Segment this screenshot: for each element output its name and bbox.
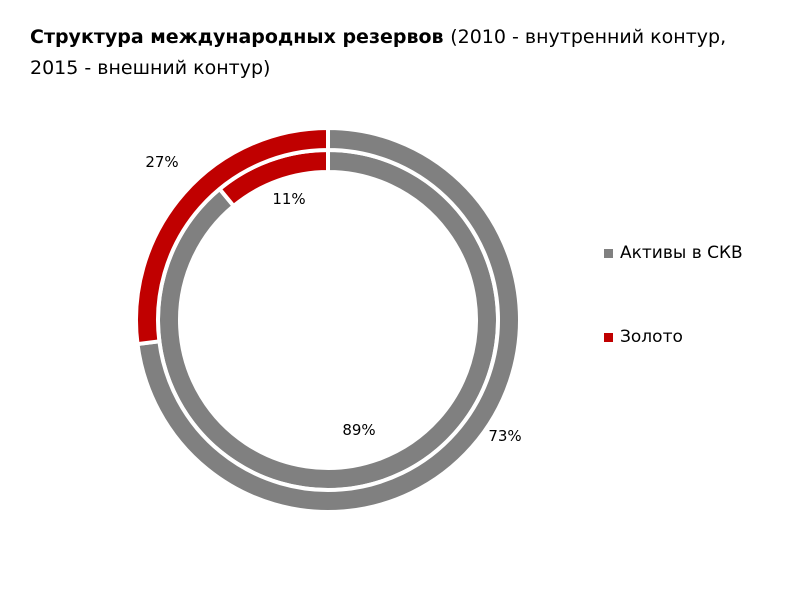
donut-labels: 89% 11% 73% 27% [145, 153, 521, 445]
donut-slice-outer-gold [134, 125, 330, 347]
data-label-outer-assets: 73% [488, 427, 521, 445]
legend-label-assets: Активы в СКВ [620, 243, 743, 263]
data-label-inner-gold: 11% [272, 190, 305, 208]
data-label-inner-assets: 89% [342, 421, 375, 439]
chart-title-bold: Структура международных резервов [30, 26, 444, 48]
chart-legend: Активы в СКВ Золото [604, 240, 743, 350]
legend-item-assets: Активы в СКВ [604, 240, 743, 266]
data-label-outer-gold: 27% [145, 153, 178, 171]
legend-label-gold: Золото [620, 327, 683, 347]
legend-swatch-assets [604, 248, 613, 258]
legend-swatch-gold [604, 332, 613, 342]
legend-item-gold: Золото [604, 324, 743, 350]
chart-title: Структура международных резервов (2010 -… [30, 22, 770, 84]
donut-slice-outer-assets [135, 125, 522, 514]
chart-title-rest: (2010 - внутренний контур, 2015 - внешни… [30, 26, 727, 79]
donut-slices [134, 125, 522, 514]
